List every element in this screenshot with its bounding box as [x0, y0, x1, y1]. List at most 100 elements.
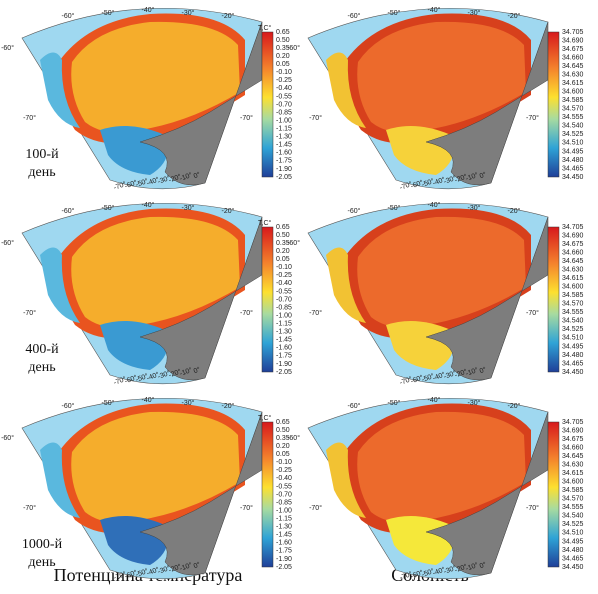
colorbar-label: 34.600	[562, 284, 584, 291]
colorbar-label: -1.15	[276, 516, 292, 523]
colorbar-label: -0.40	[276, 475, 292, 482]
latitude-label: -60°	[1, 44, 14, 52]
longitude-label: -60°	[62, 402, 75, 410]
longitude-label: -60°	[348, 207, 361, 215]
colorbar-label: 34.645	[562, 63, 584, 70]
latitude-label: -70°	[240, 309, 253, 317]
longitude-label: -30°	[468, 204, 481, 212]
latitude-label: -70°	[309, 309, 322, 317]
colorbar-label: -0.70	[276, 101, 292, 108]
colorbar-label: 34.465	[562, 555, 584, 562]
colorbar-label: 34.555	[562, 114, 584, 121]
longitude-label: -30°	[182, 204, 195, 212]
figure: Потенційна температура Солоність -60°-50…	[0, 0, 598, 589]
colorbar-label: 34.690	[562, 37, 584, 44]
colorbar-label: 34.495	[562, 343, 584, 350]
colorbar-label: 0.65	[276, 419, 290, 426]
colorbar-label: 0.05	[276, 451, 290, 458]
colorbar-label: 34.495	[562, 538, 584, 545]
colorbar-label: 34.480	[562, 157, 584, 164]
colorbar-label: 34.540	[562, 513, 584, 520]
longitude-label: -60°	[62, 207, 75, 215]
latitude-label: -70°	[526, 504, 539, 512]
colorbar-label: 34.555	[562, 504, 584, 511]
map-panel: -60°-50°-40°-30°-20°-60°-70°-70°-70°-60°…	[287, 396, 583, 582]
colorbar-label: 34.510	[562, 530, 584, 537]
colorbar-label: 34.645	[562, 453, 584, 460]
colorbar-label: 34.450	[562, 564, 584, 571]
colorbar-label: -0.10	[276, 459, 292, 466]
colorbar-label: 34.675	[562, 46, 584, 53]
colorbar-label: 34.675	[562, 436, 584, 443]
colorbar	[262, 32, 273, 177]
longitude-label: -40°	[142, 6, 155, 14]
colorbar-label: 34.705	[562, 224, 584, 231]
longitude-label: -40°	[428, 6, 441, 14]
colorbar-label: -1.00	[276, 312, 292, 319]
colorbar-label: 34.510	[562, 140, 584, 147]
latitude-label: -70°	[309, 114, 322, 122]
colorbar-label: -1.60	[276, 150, 292, 157]
colorbar-label: 34.630	[562, 71, 584, 78]
colorbar-label: -1.15	[276, 126, 292, 133]
colorbar-label: -0.55	[276, 93, 292, 100]
colorbar-label: -1.90	[276, 361, 292, 368]
colorbar-label: 34.555	[562, 309, 584, 316]
latitude-label: -60°	[1, 239, 14, 247]
latitude-label: -70°	[23, 114, 36, 122]
colorbar-label: -0.70	[276, 491, 292, 498]
longitude-label: -60°	[348, 402, 361, 410]
colorbar-label: 0.20	[276, 53, 290, 60]
colorbar-label: 34.465	[562, 165, 584, 172]
colorbar-label: -0.55	[276, 288, 292, 295]
colorbar-label: -1.75	[276, 158, 292, 165]
longitude-label: -50°	[388, 204, 401, 212]
longitude-label: -20°	[508, 207, 521, 215]
colorbar-label: -1.00	[276, 117, 292, 124]
colorbar-label: 34.480	[562, 547, 584, 554]
colorbar-label: -1.75	[276, 548, 292, 555]
colorbar-label: 0.50	[276, 232, 290, 239]
colorbar-label: 34.570	[562, 496, 584, 503]
colorbar-label: -1.30	[276, 134, 292, 141]
longitude-label: -20°	[508, 402, 521, 410]
colorbar-label: -0.25	[276, 77, 292, 84]
colorbar-label: 34.615	[562, 80, 584, 87]
colorbar-label: -0.70	[276, 296, 292, 303]
colorbar-label: 34.570	[562, 106, 584, 113]
colorbar-label: 34.495	[562, 148, 584, 155]
longitude-label: -50°	[388, 399, 401, 407]
colorbar-label: -0.10	[276, 69, 292, 76]
colorbar-label: -0.85	[276, 304, 292, 311]
colorbar-label: -1.90	[276, 556, 292, 563]
colorbar-label: -1.90	[276, 166, 292, 173]
colorbar-label: 34.645	[562, 258, 584, 265]
longitude-label: -20°	[222, 12, 235, 20]
map-panel: -60°-50°-40°-30°-20°-60°-70°-70°-70°-60°…	[1, 396, 292, 582]
map-panel: -60°-50°-40°-30°-20°-60°-70°-70°-70°-60°…	[287, 201, 583, 387]
longitude-label: -30°	[182, 9, 195, 17]
colorbar-label: -1.45	[276, 337, 292, 344]
colorbar-label: -1.30	[276, 524, 292, 531]
colorbar-label: -2.05	[276, 369, 292, 376]
colorbar-label: 34.690	[562, 232, 584, 239]
longitude-label: -60°	[348, 12, 361, 20]
longitude-label: -30°	[468, 399, 481, 407]
colorbar-label: -0.55	[276, 483, 292, 490]
longitude-label: -20°	[508, 12, 521, 20]
longitude-label: -40°	[428, 396, 441, 404]
colorbar-label: 34.690	[562, 427, 584, 434]
row-label: день	[28, 555, 55, 570]
colorbar-label: 34.525	[562, 131, 584, 138]
colorbar-label: 34.540	[562, 318, 584, 325]
colorbar-label: 34.630	[562, 461, 584, 468]
colorbar-label: 34.465	[562, 360, 584, 367]
latitude-label: -60°	[287, 239, 300, 247]
colorbar-label: -0.85	[276, 499, 292, 506]
colorbar-label: -1.45	[276, 532, 292, 539]
colorbar	[548, 32, 559, 177]
colorbar-label: -1.75	[276, 353, 292, 360]
row-label: день	[28, 165, 55, 180]
colorbar-label: 0.65	[276, 224, 290, 231]
map-panel: -60°-50°-40°-30°-20°-60°-70°-70°-70°-60°…	[1, 6, 292, 192]
